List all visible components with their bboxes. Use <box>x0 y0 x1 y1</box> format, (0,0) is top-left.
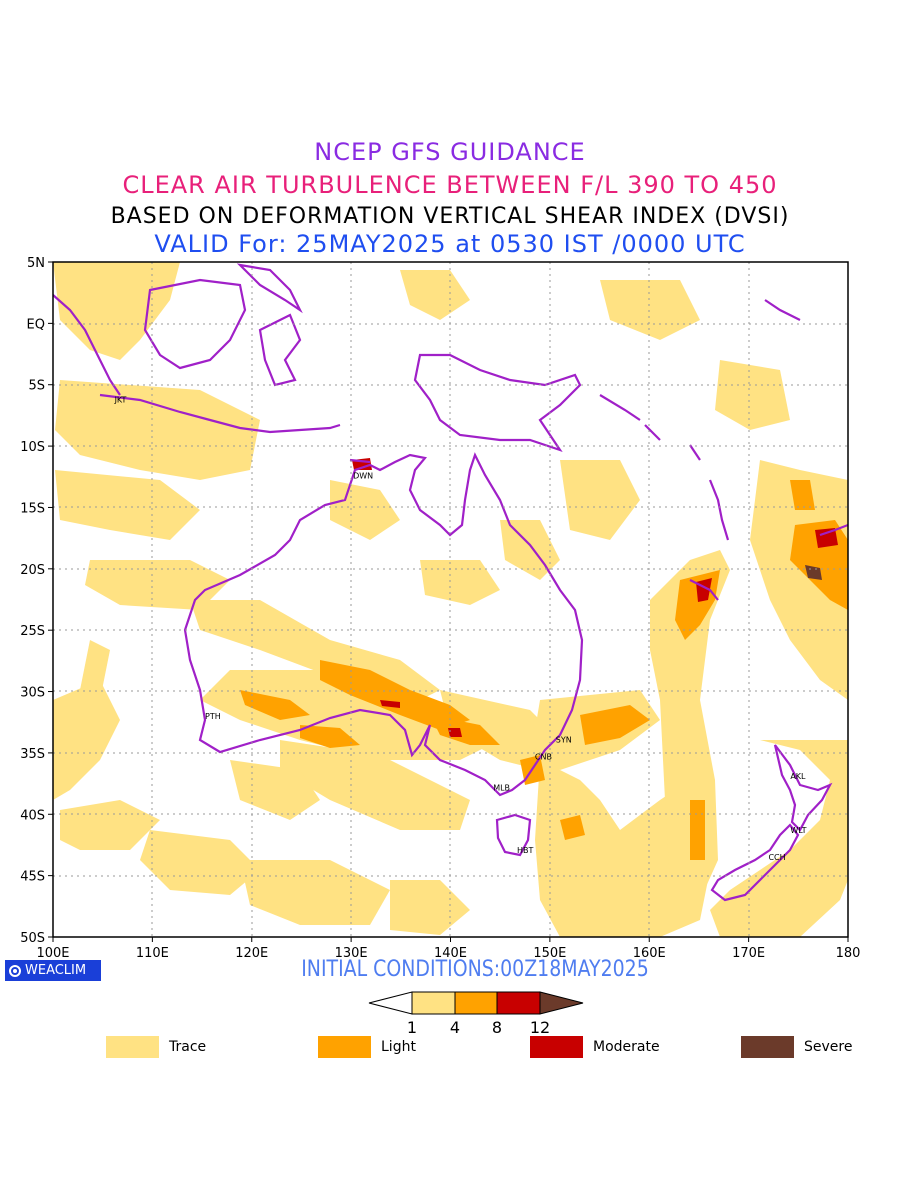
colorbar-arrow-left <box>368 991 413 1015</box>
station-label-hbt: HBT <box>517 846 534 855</box>
station-label-mlb: MLB <box>493 783 510 792</box>
lat-tick-label: 5S <box>28 379 45 394</box>
lon-tick-label: 170E <box>732 946 765 961</box>
colorbar-cell-moderate <box>496 991 541 1015</box>
trace-shading <box>53 262 848 937</box>
title-valid-time: VALID For: 25MAY2025 at 0530 IST /0000 U… <box>154 230 746 258</box>
colorbar: 1 4 8 12 <box>368 991 584 1037</box>
lat-tick-label: 35S <box>20 747 45 762</box>
colorbar-level-4: 4 <box>450 1018 460 1037</box>
legend-label-trace: Trace <box>169 1039 207 1055</box>
station-labels: JKT DWN PTH SYN CNB MLB HBT AKL WLT CCH <box>114 395 807 862</box>
lon-tick-label: 140E <box>434 946 467 961</box>
legend-swatch-moderate <box>530 1036 583 1058</box>
gridlines <box>53 262 848 937</box>
lon-tick-label: 150E <box>533 946 566 961</box>
station-label-wlt: WLT <box>790 826 806 835</box>
logo-text: WEACLIM <box>25 963 87 978</box>
weaclim-logo: WEACLIM <box>5 960 101 981</box>
lon-tick-label: 110E <box>136 946 169 961</box>
logo-circle-icon <box>9 964 21 977</box>
lon-tick-label: 180 <box>836 946 861 961</box>
legend-label-light: Light <box>381 1039 416 1055</box>
colorbar-arrow-right <box>539 991 584 1015</box>
legend-swatch-light <box>318 1036 371 1058</box>
coastlines <box>53 263 848 902</box>
lon-tick-label: 120E <box>235 946 268 961</box>
colorbar-level-8: 8 <box>492 1018 502 1037</box>
colorbar-level-12: 12 <box>530 1018 550 1037</box>
legend-swatch-trace <box>106 1036 159 1058</box>
title-product: CLEAR AIR TURBULENCE BETWEEN F/L 390 TO … <box>122 171 778 199</box>
lat-tick-label: 10S <box>20 440 45 455</box>
lon-tick-label: 100E <box>36 946 69 961</box>
title-model: NCEP GFS GUIDANCE <box>314 138 586 166</box>
colorbar-cell-light <box>454 991 498 1015</box>
station-label-pth: PTH <box>205 712 221 721</box>
title-method: BASED ON DEFORMATION VERTICAL SHEAR INDE… <box>110 204 790 229</box>
lat-tick-label: 30S <box>20 686 45 701</box>
station-label-dwn: DWN <box>353 472 373 481</box>
lat-tick-label: 20S <box>20 563 45 578</box>
lon-tick-label: 160E <box>633 946 666 961</box>
lat-tick-label: 25S <box>20 624 45 639</box>
lat-tick-label: 50S <box>20 931 45 946</box>
lat-tick-label: 40S <box>20 808 45 823</box>
colorbar-level-1: 1 <box>407 1018 417 1037</box>
station-label-akl: AKL <box>790 772 806 781</box>
lat-tick-label: 5N <box>27 256 45 271</box>
station-label-cnb: CNB <box>535 753 552 762</box>
axis-ticks: 100E 110E 120E 130E 140E 150E 160E 170E 180 5N EQ 5… <box>20 256 860 961</box>
initial-conditions: INITIAL CONDITIONS:00Z18MAY2025 <box>301 957 649 982</box>
station-label-jkt: JKT <box>114 395 127 404</box>
lat-tick-label: 45S <box>20 870 45 885</box>
lat-tick-label: 15S <box>20 501 45 516</box>
legend-swatch-severe <box>741 1036 794 1058</box>
station-label-syn: SYN <box>556 735 572 744</box>
lon-tick-label: 130E <box>335 946 368 961</box>
legend-label-moderate: Moderate <box>593 1039 660 1055</box>
legend-label-severe: Severe <box>804 1039 853 1055</box>
colorbar-cell-trace <box>411 991 456 1015</box>
station-label-cch: CCH <box>768 853 785 862</box>
lat-tick-label: EQ <box>27 317 45 332</box>
